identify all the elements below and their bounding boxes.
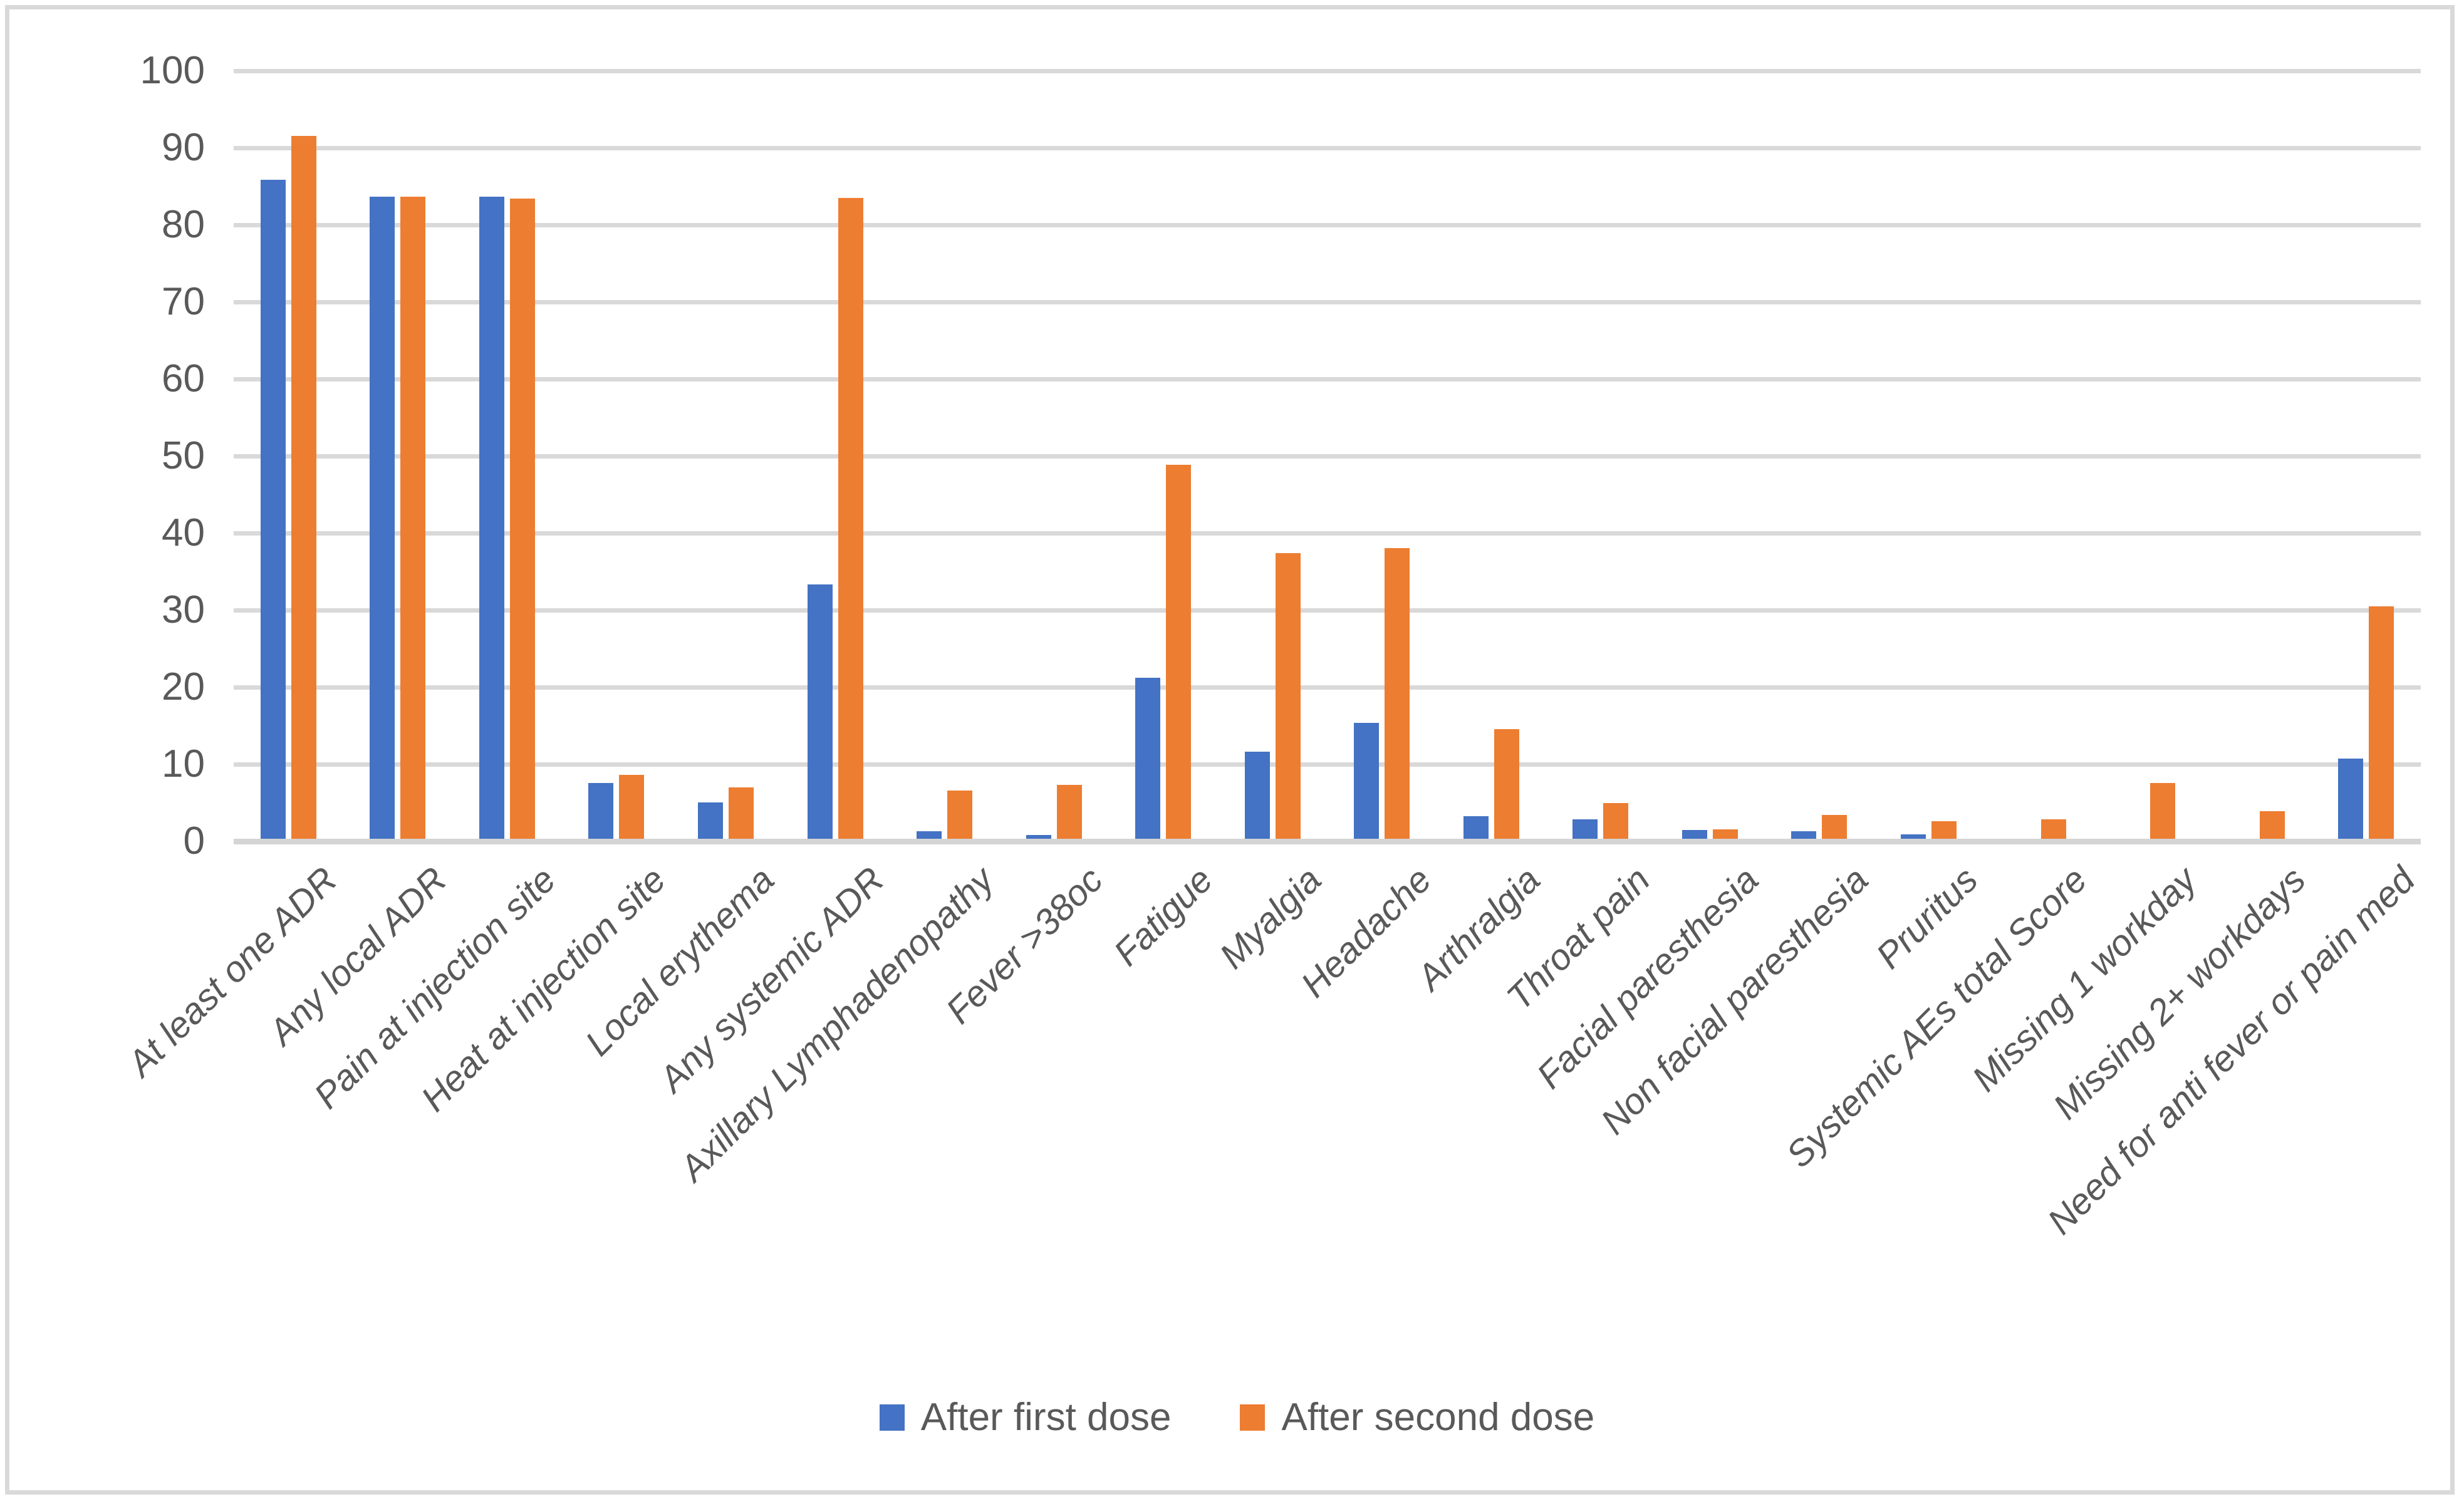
y-axis-tick-label-50: 50 bbox=[162, 434, 205, 477]
y-axis-tick-label-20: 20 bbox=[162, 665, 205, 708]
bar-second-dose-17 bbox=[2150, 783, 2175, 839]
y-axis-tick-label-90: 90 bbox=[162, 126, 205, 169]
bar-first-dose-14 bbox=[1791, 831, 1816, 839]
gridline-y-90 bbox=[234, 146, 2421, 150]
bar-second-dose-16 bbox=[2041, 819, 2066, 839]
bar-first-dose-7 bbox=[1026, 835, 1051, 839]
bar-second-dose-4 bbox=[729, 787, 754, 839]
bar-second-dose-9 bbox=[1276, 553, 1301, 839]
gridline-y-10 bbox=[234, 762, 2421, 767]
legend-swatch-first-dose-icon bbox=[879, 1404, 905, 1431]
gridline-y-60 bbox=[234, 377, 2421, 381]
bar-second-dose-3 bbox=[619, 775, 644, 839]
bar-first-dose-10 bbox=[1354, 723, 1379, 839]
gridline-y-80 bbox=[234, 223, 2421, 227]
bar-first-dose-11 bbox=[1463, 816, 1489, 839]
y-axis-tick-label-100: 100 bbox=[140, 49, 205, 92]
bar-first-dose-2 bbox=[479, 197, 504, 839]
y-axis-tick-label-0: 0 bbox=[183, 819, 205, 863]
x-axis-line bbox=[234, 839, 2421, 844]
legend-label-after-first-dose: After first dose bbox=[920, 1396, 1172, 1439]
bar-second-dose-14 bbox=[1822, 815, 1847, 839]
y-axis-tick-label-30: 30 bbox=[162, 588, 205, 631]
gridline-y-50 bbox=[234, 454, 2421, 459]
gridline-y-30 bbox=[234, 608, 2421, 613]
x-category-label-8: Fatigue bbox=[1105, 859, 1220, 974]
bar-second-dose-5 bbox=[838, 198, 863, 839]
legend-item-after-second-dose: After second dose bbox=[1240, 1392, 1594, 1443]
y-axis-tick-label-10: 10 bbox=[162, 742, 205, 786]
bar-first-dose-1 bbox=[370, 197, 395, 839]
bar-second-dose-15 bbox=[1931, 821, 1957, 839]
y-axis-tick-label-80: 80 bbox=[162, 203, 205, 246]
gridline-y-70 bbox=[234, 300, 2421, 304]
bar-first-dose-5 bbox=[808, 584, 833, 839]
bar-first-dose-15 bbox=[1901, 834, 1926, 839]
x-category-label-4: Local erythema bbox=[578, 859, 782, 1064]
bar-first-dose-8 bbox=[1135, 678, 1160, 839]
bar-second-dose-10 bbox=[1385, 548, 1410, 839]
y-axis-tick-label-40: 40 bbox=[162, 511, 205, 554]
bar-first-dose-0 bbox=[261, 180, 286, 839]
gridline-y-100 bbox=[234, 69, 2421, 73]
gridline-y-40 bbox=[234, 531, 2421, 536]
bar-first-dose-6 bbox=[917, 831, 942, 839]
bar-second-dose-18 bbox=[2260, 811, 2285, 839]
bar-first-dose-4 bbox=[698, 802, 723, 839]
bar-first-dose-12 bbox=[1572, 819, 1598, 839]
bar-first-dose-19 bbox=[2338, 759, 2363, 839]
bar-second-dose-7 bbox=[1057, 785, 1082, 839]
legend-label-after-second-dose: After second dose bbox=[1281, 1396, 1595, 1439]
y-axis-tick-label-60: 60 bbox=[162, 357, 205, 400]
bar-second-dose-19 bbox=[2369, 606, 2394, 839]
chart-figure: 0 10 20 30 40 50 60 70 80 90 100 At least one ADR An… bbox=[5, 5, 2455, 1495]
y-axis-tick-label-70: 70 bbox=[162, 280, 205, 323]
bar-first-dose-3 bbox=[588, 783, 613, 839]
legend-item-after-first-dose: After first dose bbox=[879, 1392, 1172, 1443]
bar-second-dose-11 bbox=[1494, 729, 1519, 839]
legend: After first dose After second dose bbox=[9, 1392, 2464, 1443]
bar-second-dose-12 bbox=[1603, 803, 1628, 839]
bar-second-dose-2 bbox=[510, 199, 535, 839]
bar-second-dose-6 bbox=[947, 791, 972, 839]
bar-second-dose-13 bbox=[1713, 829, 1738, 839]
bar-first-dose-13 bbox=[1682, 830, 1707, 839]
bar-second-dose-8 bbox=[1166, 465, 1191, 839]
plot-area: 0 10 20 30 40 50 60 70 80 90 100 At least one ADR An… bbox=[9, 9, 2450, 1490]
bar-first-dose-9 bbox=[1245, 752, 1270, 839]
bar-second-dose-1 bbox=[400, 197, 425, 839]
legend-swatch-second-dose-icon bbox=[1240, 1404, 1266, 1431]
bar-second-dose-0 bbox=[291, 136, 316, 839]
gridline-y-20 bbox=[234, 685, 2421, 690]
